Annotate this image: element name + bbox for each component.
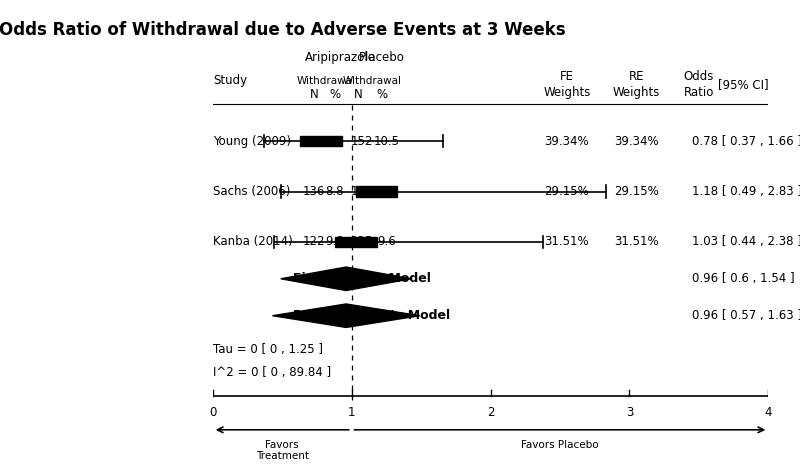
Text: FE
Weights: FE Weights — [543, 69, 590, 98]
Text: 1.03 [ 0.44 , 2.38 ]: 1.03 [ 0.44 , 2.38 ] — [692, 235, 800, 249]
Text: Tau = 0 [ 0 , 1.25 ]: Tau = 0 [ 0 , 1.25 ] — [213, 343, 322, 356]
Text: 3: 3 — [626, 406, 633, 419]
Text: Random Effects Model: Random Effects Model — [294, 309, 450, 322]
Text: Odds
Ratio: Odds Ratio — [684, 69, 714, 98]
Text: 4: 4 — [765, 406, 772, 419]
Text: 0.96 [ 0.6 , 1.54 ]: 0.96 [ 0.6 , 1.54 ] — [692, 272, 794, 285]
Text: N: N — [354, 88, 363, 101]
Text: 29.15%: 29.15% — [614, 185, 658, 198]
Text: Young (2009): Young (2009) — [213, 135, 290, 148]
Text: 125: 125 — [350, 235, 373, 249]
Text: I^2 = 0 [ 0 , 89.84 ]: I^2 = 0 [ 0 , 89.84 ] — [213, 366, 331, 379]
Text: [95% CI]: [95% CI] — [718, 78, 769, 91]
Text: 7.6: 7.6 — [377, 185, 396, 198]
Text: 9.8: 9.8 — [326, 235, 344, 249]
Text: 2: 2 — [486, 406, 494, 419]
Text: %: % — [330, 88, 341, 101]
Text: 136: 136 — [303, 185, 326, 198]
Text: 10.5: 10.5 — [374, 135, 399, 148]
Text: 0.78 [ 0.37 , 1.66 ]: 0.78 [ 0.37 , 1.66 ] — [692, 135, 800, 148]
Text: 0.96 [ 0.57 , 1.63 ]: 0.96 [ 0.57 , 1.63 ] — [692, 309, 800, 322]
Bar — [356, 187, 398, 197]
Text: Kanba (2014): Kanba (2014) — [213, 235, 293, 249]
Text: Withdrawal: Withdrawal — [343, 76, 402, 86]
Text: 29.15%: 29.15% — [545, 185, 590, 198]
Text: 31.51%: 31.51% — [545, 235, 590, 249]
Polygon shape — [273, 304, 420, 327]
Text: Withdrawal: Withdrawal — [297, 76, 356, 86]
Text: Odds Ratio of Withdrawal due to Adverse Events at 3 Weeks: Odds Ratio of Withdrawal due to Adverse … — [0, 22, 566, 39]
Text: 0: 0 — [209, 406, 217, 419]
Text: RE
Weights: RE Weights — [613, 69, 660, 98]
Text: Aripiprazole: Aripiprazole — [305, 51, 376, 64]
Text: 132: 132 — [350, 185, 373, 198]
Text: N: N — [310, 88, 318, 101]
Polygon shape — [281, 267, 411, 290]
Bar — [335, 237, 377, 247]
Text: 8.8: 8.8 — [326, 185, 344, 198]
Text: 8.4: 8.4 — [326, 135, 344, 148]
Text: 39.34%: 39.34% — [545, 135, 590, 148]
Text: %: % — [377, 88, 388, 101]
Text: Placebo: Placebo — [359, 51, 405, 64]
Text: Favors Placebo: Favors Placebo — [521, 440, 598, 450]
Bar — [300, 136, 342, 146]
Text: 1: 1 — [348, 406, 355, 419]
Text: Fixed Effects Model: Fixed Effects Model — [294, 272, 431, 285]
Text: 31.51%: 31.51% — [614, 235, 658, 249]
Text: 1.18 [ 0.49 , 2.83 ]: 1.18 [ 0.49 , 2.83 ] — [692, 185, 800, 198]
Text: Sachs (2006): Sachs (2006) — [213, 185, 290, 198]
Text: 166: 166 — [303, 135, 326, 148]
Text: 122: 122 — [303, 235, 326, 249]
Text: 39.34%: 39.34% — [614, 135, 658, 148]
Text: Study: Study — [213, 74, 247, 87]
Text: 152: 152 — [350, 135, 373, 148]
Text: 9.6: 9.6 — [377, 235, 396, 249]
Text: Favors
Treatment: Favors Treatment — [256, 440, 309, 461]
